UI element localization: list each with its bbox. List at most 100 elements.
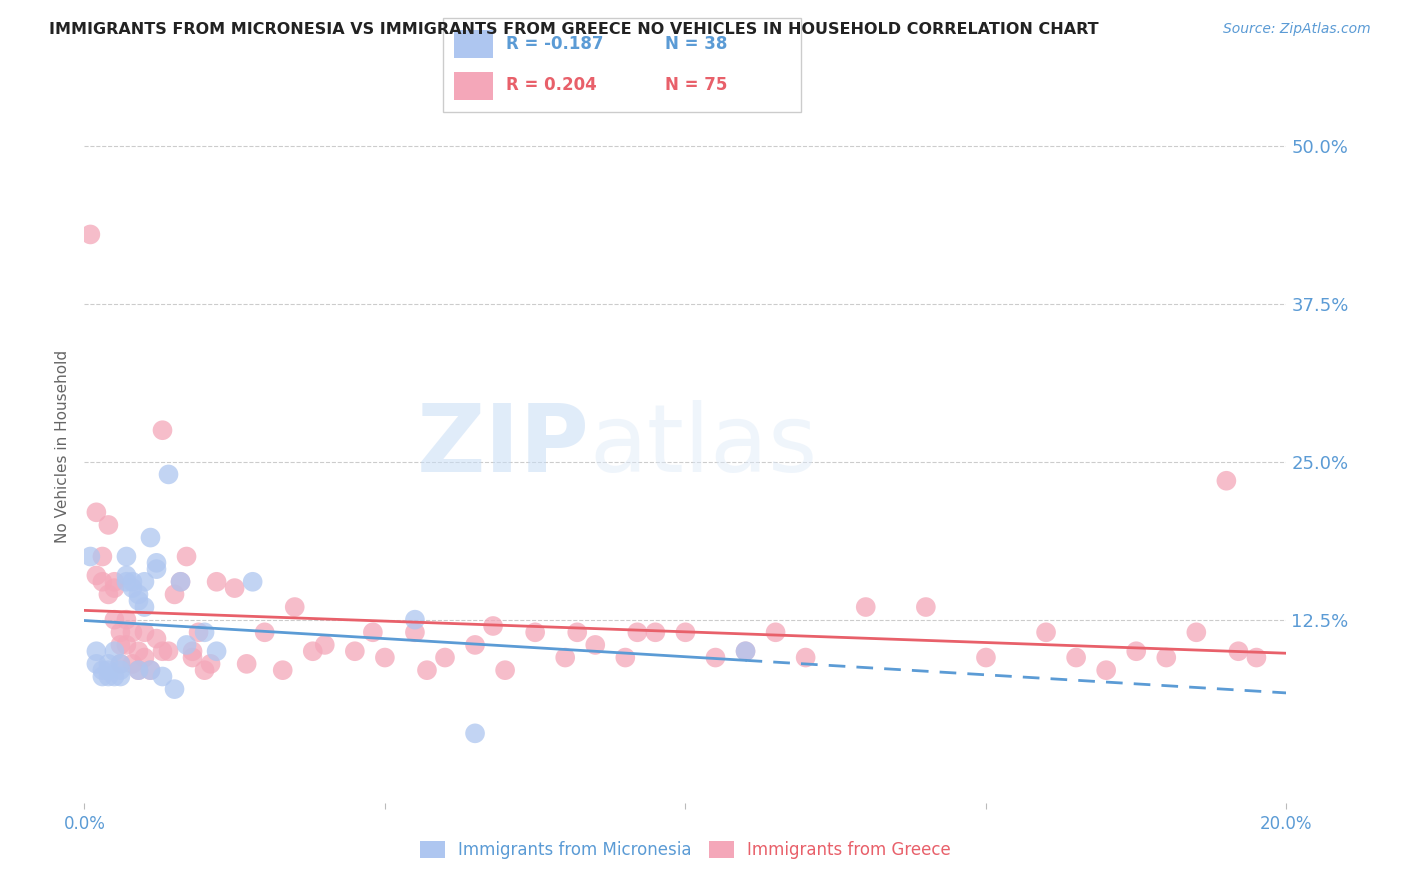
Point <box>614 650 637 665</box>
Bar <box>454 72 494 100</box>
Point <box>134 600 156 615</box>
Point <box>794 650 817 665</box>
Point <box>134 650 156 665</box>
Bar <box>454 30 494 58</box>
Point <box>626 625 648 640</box>
Point <box>176 638 198 652</box>
Point <box>134 574 156 589</box>
Point <box>1095 663 1118 677</box>
Point <box>110 657 132 671</box>
Point <box>194 625 217 640</box>
Point <box>464 726 486 740</box>
Point <box>205 644 228 658</box>
Point <box>139 663 162 677</box>
Point <box>361 625 384 640</box>
Point <box>1125 644 1147 658</box>
Point <box>1215 474 1237 488</box>
Point <box>482 619 505 633</box>
Point <box>121 574 143 589</box>
Text: ZIP: ZIP <box>416 400 589 492</box>
Point <box>86 644 108 658</box>
Point <box>103 581 125 595</box>
Point <box>127 587 149 601</box>
Point <box>567 625 589 640</box>
Point <box>121 625 143 640</box>
Point <box>157 467 180 482</box>
Point <box>110 625 132 640</box>
Point <box>583 638 606 652</box>
Point <box>1156 650 1178 665</box>
Point <box>181 650 204 665</box>
Point <box>115 549 138 564</box>
Point <box>205 574 228 589</box>
Point <box>91 574 114 589</box>
Text: R = -0.187: R = -0.187 <box>506 35 603 53</box>
Point <box>181 644 204 658</box>
Point <box>554 650 576 665</box>
Point <box>169 574 191 589</box>
Point <box>134 625 156 640</box>
Point <box>157 644 180 658</box>
Point <box>97 669 120 683</box>
Point <box>110 669 132 683</box>
Point <box>152 644 174 658</box>
Point <box>79 549 101 564</box>
Point <box>734 644 756 658</box>
Point <box>97 517 120 532</box>
Point <box>271 663 294 677</box>
Point <box>187 625 209 640</box>
Point <box>524 625 547 640</box>
Point <box>127 663 149 677</box>
Point <box>145 556 167 570</box>
Point <box>464 638 486 652</box>
Point <box>494 663 516 677</box>
Point <box>121 581 143 595</box>
Point <box>235 657 257 671</box>
Point <box>1246 650 1268 665</box>
Point <box>97 663 120 677</box>
Text: N = 38: N = 38 <box>665 35 727 53</box>
Y-axis label: No Vehicles in Household: No Vehicles in Household <box>55 350 70 542</box>
Point <box>115 574 138 589</box>
Point <box>139 531 162 545</box>
Point <box>91 669 114 683</box>
Point <box>110 657 132 671</box>
Point <box>127 593 149 607</box>
Point <box>103 574 125 589</box>
Point <box>314 638 336 652</box>
Point <box>1185 625 1208 640</box>
Point <box>224 581 246 595</box>
Point <box>103 644 125 658</box>
Point <box>110 663 132 677</box>
Point <box>404 625 426 640</box>
Point <box>416 663 439 677</box>
Point <box>127 644 149 658</box>
Point <box>115 638 138 652</box>
Point <box>301 644 323 658</box>
Point <box>169 574 191 589</box>
Point <box>103 669 125 683</box>
Point <box>145 632 167 646</box>
Point <box>242 574 264 589</box>
Point <box>1227 644 1250 658</box>
Point <box>163 682 186 697</box>
Point <box>103 613 125 627</box>
Point <box>434 650 457 665</box>
Text: N = 75: N = 75 <box>665 77 727 95</box>
Point <box>284 600 307 615</box>
Point <box>121 657 143 671</box>
Point <box>86 657 108 671</box>
Point <box>163 587 186 601</box>
Point <box>152 423 174 437</box>
Point <box>974 650 997 665</box>
Point <box>91 549 114 564</box>
Point <box>97 657 120 671</box>
Point <box>127 663 149 677</box>
Point <box>644 625 666 640</box>
Point <box>110 638 132 652</box>
Point <box>91 663 114 677</box>
Point <box>86 568 108 582</box>
Point <box>704 650 727 665</box>
Point <box>145 562 167 576</box>
Text: IMMIGRANTS FROM MICRONESIA VS IMMIGRANTS FROM GREECE NO VEHICLES IN HOUSEHOLD CO: IMMIGRANTS FROM MICRONESIA VS IMMIGRANTS… <box>49 22 1099 37</box>
